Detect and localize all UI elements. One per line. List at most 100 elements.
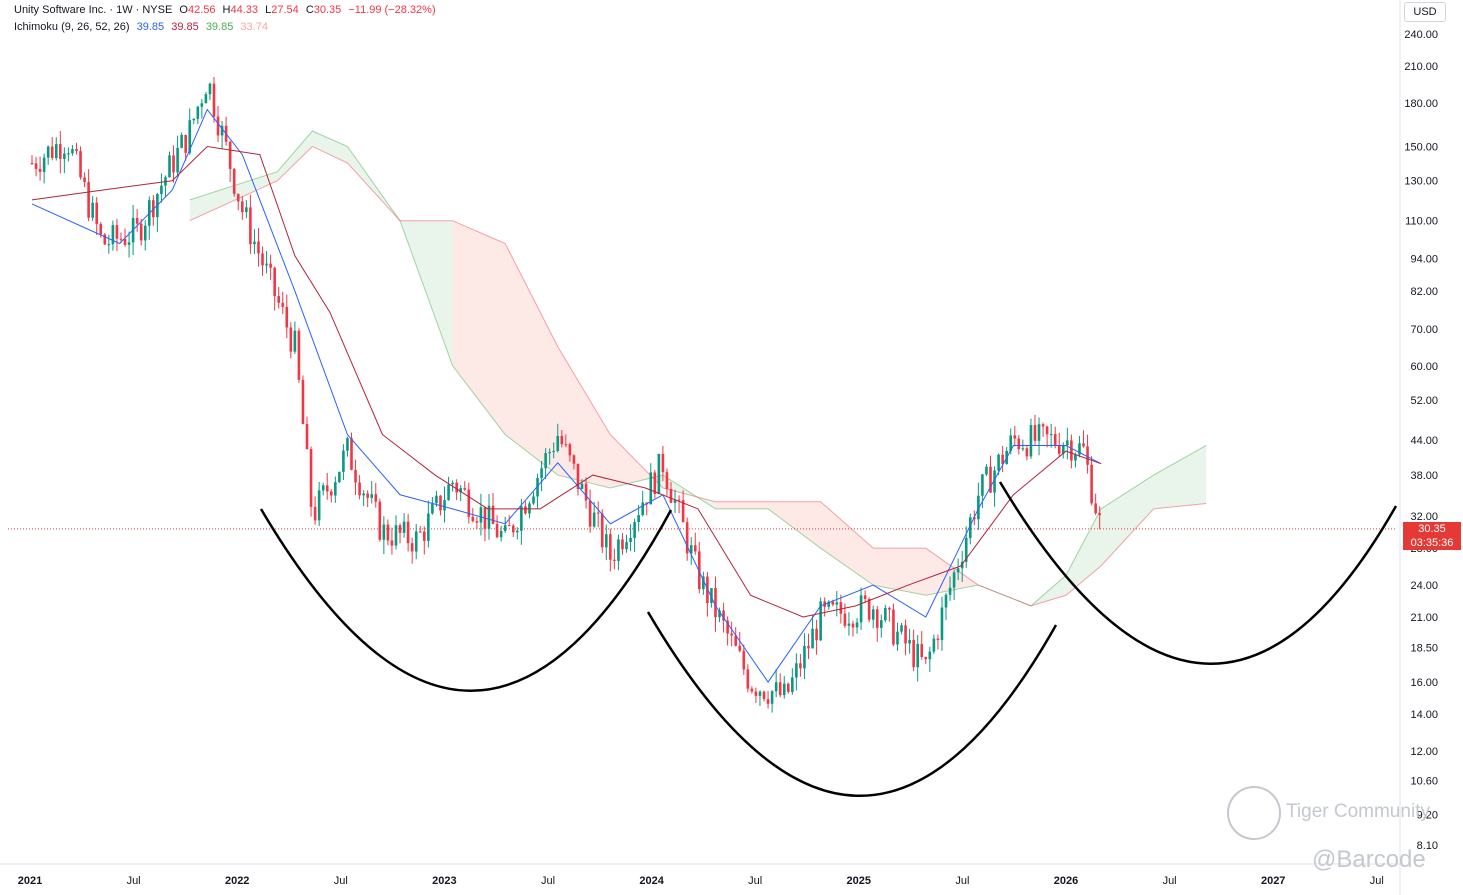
candle-body-237: [989, 466, 992, 493]
tiger-logo-icon: [1227, 786, 1281, 840]
candle-body-58: [265, 263, 268, 266]
candle-body-183: [770, 691, 774, 704]
x-tick-10: 2026: [1054, 875, 1078, 887]
y-tick-9: 60.00: [1410, 361, 1438, 373]
candle-body-158: [669, 488, 673, 503]
candle-body-28: [143, 225, 147, 241]
currency-button[interactable]: USD: [1404, 2, 1446, 22]
candle-body-170: [718, 610, 721, 618]
pattern-arc-3: [998, 481, 1398, 665]
candle-body-14: [87, 182, 90, 218]
candle-body-202: [847, 623, 851, 626]
watermark-brand: Tiger Community: [1286, 801, 1430, 822]
candle-body-204: [855, 622, 859, 628]
candle-body-0: [30, 162, 34, 164]
x-tick-1: Jul: [127, 875, 141, 887]
candle-body-128: [548, 451, 551, 454]
candle-body-85: [374, 494, 378, 502]
candle-body-36: [176, 147, 179, 173]
close-label: C: [305, 4, 314, 16]
candle-body-39: [188, 120, 192, 153]
candle-body-32: [160, 185, 163, 195]
symbol-title: Unity Software Inc. · 1W · NYSE: [14, 4, 173, 16]
candle-body-1: [34, 163, 38, 169]
candle-body-102: [443, 500, 446, 511]
y-tick-8: 70.00: [1410, 324, 1438, 336]
candle-body-65: [293, 330, 297, 352]
candle-body-181: [762, 691, 766, 700]
candle-body-119: [511, 525, 515, 533]
candle-body-78: [346, 438, 349, 451]
candle-body-138: [588, 500, 592, 527]
candle-body-253: [1053, 434, 1057, 446]
candle-body-200: [839, 602, 843, 614]
y-tick-4: 130.00: [1404, 176, 1438, 188]
candle-body-149: [633, 522, 636, 538]
candle-body-242: [1009, 435, 1013, 451]
candle-body-68: [305, 423, 309, 450]
y-tick-22: 9.20: [1417, 810, 1438, 822]
candle-body-9: [67, 153, 70, 155]
x-tick-7: Jul: [748, 875, 762, 887]
candle-body-37: [180, 134, 183, 148]
cloud-segment-0: [189, 171, 278, 221]
candle-body-107: [463, 488, 467, 490]
candle-body-166: [702, 576, 705, 590]
candle-body-49: [228, 141, 232, 169]
high-label: H: [222, 4, 231, 16]
candle-body-129: [552, 451, 556, 453]
candle-body-43: [204, 94, 208, 104]
candle-body-84: [370, 494, 374, 498]
candle-body-189: [795, 663, 798, 678]
candle-body-215: [900, 625, 903, 632]
candle-body-21: [115, 225, 119, 239]
candle-body-228: [952, 572, 956, 588]
candle-body-16: [95, 202, 99, 224]
candle-body-60: [273, 267, 276, 297]
candle-body-83: [366, 493, 369, 498]
ichimoku-label: Ichimoku (9, 26, 52, 26): [14, 21, 130, 33]
candle-body-2: [38, 168, 42, 172]
candle-body-192: [807, 645, 810, 649]
candle-body-92: [402, 521, 406, 533]
candle-body-98: [427, 513, 430, 541]
indicator-legend: Ichimoku (9, 26, 52, 26) 39.85 39.85 39.…: [14, 21, 272, 33]
candle-body-262: [1090, 464, 1093, 504]
candle-body-162: [685, 522, 689, 554]
candle-body-101: [439, 495, 442, 511]
candle-body-156: [661, 453, 665, 473]
candle-body-23: [123, 238, 127, 245]
candle-body-111: [479, 507, 483, 523]
candle-body-178: [750, 688, 754, 692]
ichimoku-lead-a-value: 39.85: [205, 21, 234, 33]
candle-body-227: [948, 587, 952, 595]
x-tick-13: Jul: [1370, 875, 1384, 887]
candle-body-193: [811, 628, 814, 649]
candle-body-73: [325, 485, 329, 492]
candle-body-249: [1037, 424, 1041, 441]
candle-body-174: [734, 635, 738, 646]
y-tick-15: 24.00: [1410, 580, 1438, 592]
candle-body-106: [459, 488, 462, 493]
candle-body-154: [653, 472, 657, 494]
candle-body-51: [236, 193, 240, 202]
candle-body-24: [127, 242, 131, 245]
candle-body-99: [431, 503, 434, 514]
cloud-segment-12: [820, 501, 874, 586]
cloud-segment-5: [452, 220, 506, 435]
ichimoku-conversion-value: 39.85: [136, 21, 165, 33]
candle-body-225: [940, 607, 944, 641]
candle-body-210: [880, 620, 883, 628]
candle-body-136: [580, 483, 584, 489]
candle-body-89: [390, 540, 394, 546]
candle-body-191: [803, 645, 806, 669]
cloud-segment-14: [925, 548, 979, 596]
candle-body-221: [924, 656, 928, 660]
open-label: O: [179, 4, 188, 16]
y-tick-3: 150.00: [1404, 141, 1438, 153]
candle-body-88: [386, 524, 390, 541]
x-tick-4: 2023: [432, 875, 456, 887]
y-tick-13: 32.00: [1410, 511, 1438, 523]
candle-body-19: [107, 244, 111, 246]
